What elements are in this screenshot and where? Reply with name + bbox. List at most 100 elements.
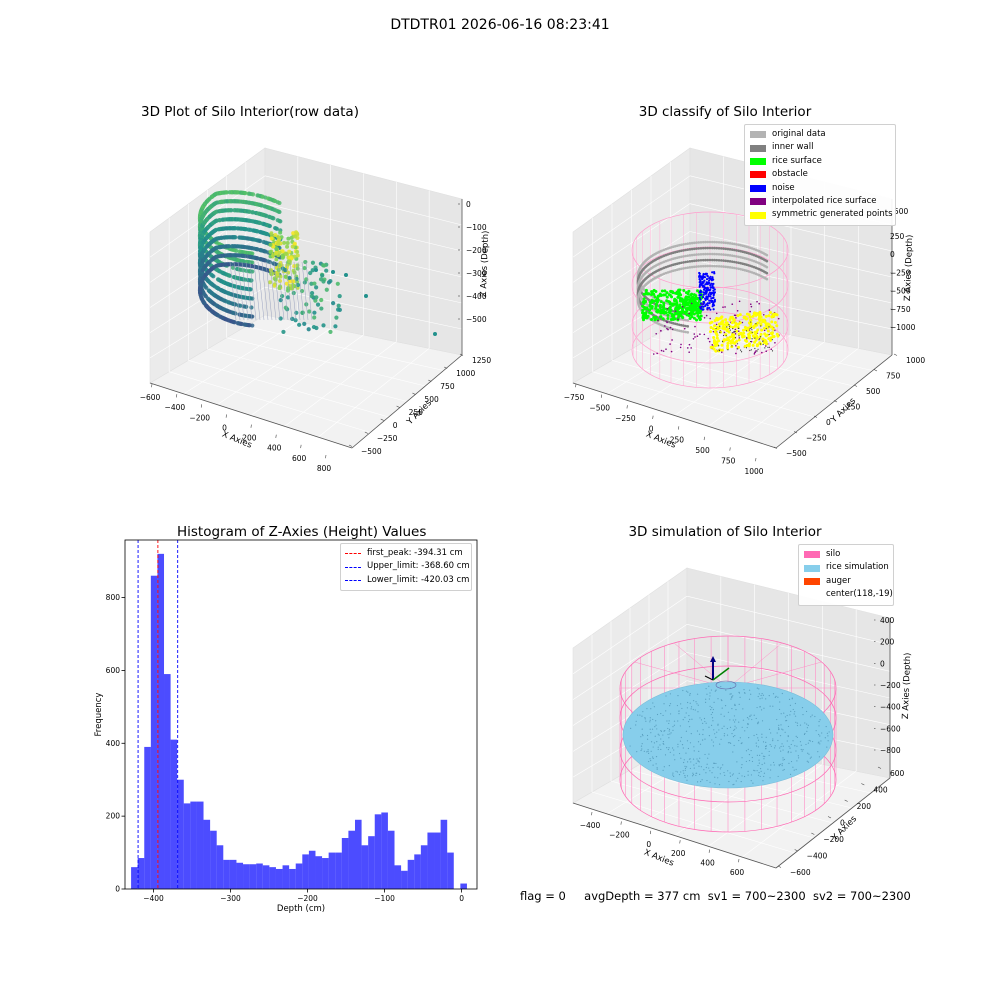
rice-point: [641, 304, 645, 308]
wall-point: [690, 265, 694, 269]
symmetric-point: [771, 350, 774, 352]
rice-point: [643, 750, 645, 752]
rice-point: [667, 293, 671, 297]
symmetric-point: [726, 344, 730, 348]
wall-point: [684, 254, 687, 258]
symmetric-point: [726, 346, 730, 350]
data-point: [280, 293, 285, 299]
rice-point: [775, 695, 777, 697]
rice-point: [690, 733, 692, 735]
rice-point: [680, 297, 684, 301]
wall-point: [701, 252, 705, 256]
noise-point: [709, 308, 712, 311]
interp-point: [738, 300, 741, 303]
noise-point: [710, 286, 713, 289]
rice-point: [824, 737, 826, 739]
wall-point: [697, 247, 701, 250]
tick-label: −1000: [890, 323, 916, 332]
rice-point: [748, 759, 751, 762]
rice-point: [704, 738, 706, 740]
rice-point: [826, 732, 828, 734]
wall-point: [690, 253, 694, 257]
rice-point: [741, 726, 743, 728]
rice-point: [694, 303, 698, 307]
interp-point: [669, 343, 671, 345]
wall-point: [688, 242, 692, 245]
rice-point: [742, 708, 744, 710]
symmetric-point: [767, 337, 771, 341]
symmetric-point: [749, 321, 753, 325]
wall-point: [686, 325, 690, 328]
histogram-bar: [262, 865, 270, 889]
tick-label: 200: [106, 812, 121, 821]
data-point: [277, 250, 282, 255]
rice-point: [669, 751, 671, 753]
interp-point: [660, 349, 663, 352]
rice-point: [714, 776, 716, 778]
tick-label: 500: [894, 207, 909, 216]
rice-point: [819, 743, 821, 745]
rice-point: [761, 736, 763, 738]
rice-point: [735, 709, 737, 711]
histogram-bar: [427, 832, 435, 889]
legend-item: first_peak: -394.31 cm: [345, 547, 467, 560]
data-point: [237, 249, 242, 254]
wall-point: [699, 252, 703, 256]
z-axis-label: Z Axies (Depth): [903, 234, 915, 301]
symmetric-point: [753, 330, 757, 334]
rice-point: [783, 758, 786, 761]
rice-point: [819, 735, 821, 737]
rice-point: [790, 743, 792, 746]
rice-point: [649, 292, 653, 296]
interp-point: [674, 310, 677, 312]
wall-point: [678, 243, 681, 247]
data-point: [278, 316, 283, 321]
symmetric-point: [747, 344, 751, 348]
rice-point: [661, 311, 665, 315]
noise-point: [702, 272, 705, 276]
rice-point: [702, 722, 704, 724]
tick-label: 400: [267, 444, 282, 453]
rice-point: [738, 691, 740, 693]
rice-point: [650, 750, 652, 752]
wall-point: [690, 259, 694, 263]
rice-point: [700, 780, 702, 783]
rice-point: [738, 739, 740, 742]
data-point: [276, 241, 281, 246]
rice-point: [755, 717, 757, 720]
plot-frame: [124, 539, 478, 890]
rice-point: [827, 735, 829, 737]
rice-point: [669, 713, 672, 715]
wall-point: [701, 264, 705, 268]
rice-point: [760, 770, 762, 772]
rice-point: [724, 774, 726, 776]
rice-point: [738, 772, 740, 774]
symmetric-point: [768, 310, 772, 314]
wall-point: [690, 241, 694, 245]
rice-point: [759, 706, 761, 708]
rice-point: [646, 708, 648, 710]
tick-mark: [459, 353, 464, 356]
rice-point: [782, 769, 784, 771]
noise-point: [703, 288, 706, 291]
tick-label: 250: [670, 435, 685, 444]
interp-point: [753, 353, 756, 355]
rice-point: [758, 762, 760, 764]
symmetric-point: [762, 340, 764, 342]
rice-point: [653, 706, 655, 708]
rice-point: [664, 311, 668, 315]
rice-point: [795, 768, 797, 771]
rice-point: [815, 730, 817, 732]
rice-point: [685, 766, 688, 768]
symmetric-point: [726, 326, 728, 328]
symmetric-point: [754, 338, 758, 342]
symmetric-point: [760, 325, 762, 327]
data-point: [284, 281, 289, 286]
wall-point: [717, 264, 721, 268]
legend-swatch: [750, 211, 766, 219]
wall-point: [682, 255, 685, 258]
data-point: [277, 200, 282, 206]
rice-point: [727, 711, 730, 713]
rice-point: [750, 714, 752, 716]
